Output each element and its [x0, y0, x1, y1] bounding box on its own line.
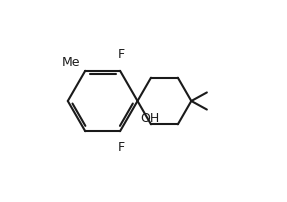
- Text: OH: OH: [141, 112, 160, 125]
- Text: F: F: [117, 141, 125, 154]
- Text: Me: Me: [62, 56, 80, 69]
- Text: F: F: [117, 48, 125, 61]
